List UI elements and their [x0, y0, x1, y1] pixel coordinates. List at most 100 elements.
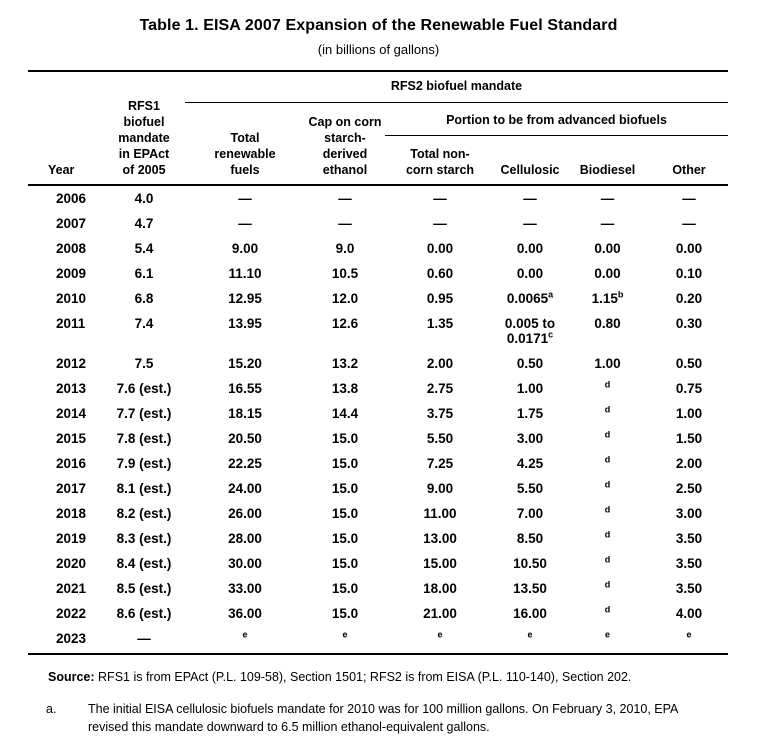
table-row: 2012 7.5 15.20 13.2 2.00 0.50 1.00 0.50	[28, 351, 728, 376]
value-cell: 0.0065a	[506, 289, 554, 306]
value-cell: 4.0	[134, 191, 154, 206]
value-cell: 0.005 to 0.0171c	[504, 316, 556, 346]
table-row: 2007 4.7 — — — — — —	[28, 211, 728, 236]
value-cell: —	[433, 216, 447, 231]
value-cell: 5.50	[426, 431, 454, 446]
value-cell: 0.00	[426, 241, 454, 256]
value-cell: 0.75	[675, 381, 703, 396]
value-cell: 1.75	[516, 406, 544, 421]
year-cell: 2010	[56, 291, 87, 306]
value-cell: 15.0	[331, 431, 359, 446]
year-cell: 2008	[56, 241, 87, 256]
value-cell: 2.50	[675, 481, 703, 496]
table-row: 2010 6.8 12.95 12.0 0.95 0.0065a 1.15b 0.20	[28, 286, 728, 311]
value-cell: —	[238, 191, 252, 206]
footnote-ref: d	[604, 504, 611, 515]
year-cell: 2012	[56, 356, 87, 371]
table-row: 2023— e e e e e e	[28, 626, 728, 655]
value-cell: d	[565, 426, 650, 451]
value-cell: 21.00	[423, 606, 457, 621]
footnote-ref: e	[342, 629, 348, 640]
value-cell: 7.25	[426, 456, 454, 471]
value-cell: e	[185, 626, 305, 655]
value-cell: 9.0	[335, 241, 355, 256]
source-text: RFS1 is from EPAct (P.L. 109-58), Sectio…	[98, 670, 632, 684]
value-cell: 13.00	[423, 531, 457, 546]
value-cell: 15.20	[228, 356, 262, 371]
value-cell: 26.00	[228, 506, 262, 521]
footnote-marker: a.	[46, 701, 57, 716]
value-cell: 13.50	[513, 581, 547, 596]
value-cell: 28.00	[228, 531, 262, 546]
value-cell: e	[650, 626, 728, 655]
table-row: 2014 7.7 (est.) 18.15 14.4 3.75 1.75 d 1.00	[28, 401, 728, 426]
value-cell: d	[565, 376, 650, 401]
footnote-ref: a	[548, 289, 554, 300]
value-cell: 12.95	[228, 291, 262, 306]
header-year: Year	[28, 71, 103, 186]
value-cell: 24.00	[228, 481, 262, 496]
table-row: 2006 4.0 — — — — — —	[28, 185, 728, 211]
footnote-ref: d	[604, 479, 611, 490]
value-cell: 1.50	[675, 431, 703, 446]
value-cell: —	[103, 626, 185, 655]
value-cell: 3.50	[675, 581, 703, 596]
year-cell: 2015	[56, 431, 87, 446]
source-label: Source:	[48, 670, 95, 684]
value-cell: —	[433, 191, 447, 206]
value-cell: 2.00	[426, 356, 454, 371]
year-cell: 2017	[56, 481, 87, 496]
year-cell: 2011	[56, 316, 86, 331]
value-cell: 4.25	[516, 456, 544, 471]
value-cell: 7.00	[516, 506, 544, 521]
table-row: 2018 8.2 (est.) 26.00 15.0 11.00 7.00 d 3.00	[28, 501, 728, 526]
table-row: 2009 6.1 11.10 10.5 0.60 0.00 0.00 0.10	[28, 261, 728, 286]
year-cell: 2021	[56, 581, 87, 596]
value-cell: 0.60	[426, 266, 454, 281]
year-cell: 2013	[56, 381, 87, 396]
value-cell: 8.6 (est.)	[116, 606, 172, 621]
value-cell: 0.80	[594, 316, 621, 331]
table-row: 2008 5.4 9.00 9.0 0.00 0.00 0.00 0.00	[28, 236, 728, 261]
value-cell: 0.30	[675, 316, 703, 331]
value-cell: 0.00	[516, 241, 544, 256]
value-cell: 0.10	[675, 266, 703, 281]
value-cell: 8.2 (est.)	[116, 506, 172, 521]
value-cell: 15.0	[331, 556, 359, 571]
year-cell: 2006	[56, 191, 87, 206]
source-note: Source: RFS1 is from EPAct (P.L. 109-58)…	[48, 669, 727, 687]
value-cell: d	[565, 476, 650, 501]
value-cell: d	[565, 551, 650, 576]
footnote-ref: c	[548, 329, 554, 340]
footnote-ref: e	[242, 629, 248, 640]
value-cell: 33.00	[228, 581, 262, 596]
year-cell: 2022	[56, 606, 87, 621]
value-cell: 13.95	[228, 316, 262, 331]
value-cell: d	[565, 601, 650, 626]
value-cell: e	[565, 626, 650, 655]
value-cell: 8.1 (est.)	[116, 481, 172, 496]
value-cell: 5.4	[134, 241, 154, 256]
value-cell: 0.50	[675, 356, 703, 371]
value-cell: 12.6	[331, 316, 359, 331]
value-cell: 0.20	[675, 291, 703, 306]
value-cell: —	[600, 216, 615, 231]
value-cell: 15.0	[331, 456, 359, 471]
value-cell: 9.00	[231, 241, 259, 256]
table-header: Year RFS1 biofuel mandate in EPAct of 20…	[28, 71, 728, 186]
footnote-ref: e	[686, 629, 692, 640]
year-cell: 2014	[56, 406, 87, 421]
year-cell: 2009	[56, 266, 87, 281]
value-cell: —	[238, 216, 252, 231]
value-cell: —	[338, 191, 352, 206]
value-cell: 11.00	[423, 506, 457, 521]
year-cell: 2020	[56, 556, 87, 571]
value-cell: 15.0	[331, 581, 359, 596]
header-other: Other	[650, 135, 728, 186]
footnote-ref: d	[604, 404, 611, 415]
year-cell: 2018	[56, 506, 87, 521]
footnote-ref: d	[604, 604, 611, 615]
table-title: Table 1. EISA 2007 Expansion of the Rene…	[139, 17, 618, 34]
table-row: 2015 7.8 (est.) 20.50 15.0 5.50 3.00 d 1.50	[28, 426, 728, 451]
